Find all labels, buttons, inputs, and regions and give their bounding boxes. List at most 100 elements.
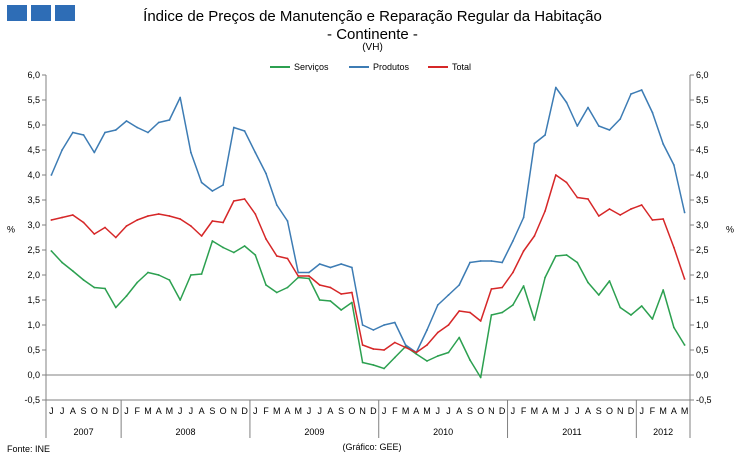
month-tick-label: J <box>575 406 580 416</box>
month-tick-label: M <box>294 406 302 416</box>
data-point <box>469 359 471 361</box>
data-point <box>436 304 439 306</box>
month-tick-label: S <box>338 406 344 416</box>
data-point <box>619 118 622 120</box>
data-point <box>71 270 74 272</box>
data-point <box>393 341 396 344</box>
data-point <box>361 324 364 326</box>
data-point <box>147 215 149 217</box>
data-point <box>200 181 203 184</box>
month-tick-label: M <box>531 406 539 416</box>
data-point <box>211 220 214 222</box>
month-tick-label: F <box>134 406 140 416</box>
data-point <box>308 275 310 277</box>
data-point <box>501 286 504 289</box>
y-tick-label-right: 2,0 <box>696 270 709 280</box>
data-point <box>479 376 482 379</box>
data-point <box>597 125 600 127</box>
y-tick-label-left: 1,0 <box>27 320 40 330</box>
data-point <box>104 131 106 134</box>
data-point <box>136 126 139 129</box>
month-tick-label: A <box>199 406 205 416</box>
axes: -0,5 -0,5 0,0 0,0 0,5 0,5 1,0 1,0 1,5 1,5 2,0 2,0 2,… <box>7 70 734 438</box>
data-point <box>640 204 643 206</box>
month-tick-label: J <box>511 406 516 416</box>
data-point <box>479 260 482 262</box>
month-tick-label: O <box>348 406 355 416</box>
data-point <box>426 360 428 362</box>
data-point <box>544 210 546 212</box>
data-point <box>383 349 385 351</box>
data-point <box>351 291 353 294</box>
month-tick-label: N <box>359 406 366 416</box>
data-point <box>125 120 128 122</box>
data-point <box>608 208 611 210</box>
data-point <box>565 254 568 256</box>
month-tick-label: O <box>606 406 613 416</box>
data-point <box>683 211 686 214</box>
y-tick-label-right: 5,5 <box>696 95 709 105</box>
y-tick-label-right: 4,0 <box>696 170 709 180</box>
month-tick-label: S <box>81 406 87 416</box>
series-line-2 <box>51 174 686 354</box>
data-point <box>662 289 665 291</box>
data-point <box>254 213 257 215</box>
data-point <box>82 221 85 224</box>
data-point <box>82 134 85 136</box>
month-tick-label: F <box>650 406 656 416</box>
data-point <box>136 219 139 221</box>
data-point <box>512 240 514 242</box>
y-tick-label-right: 4,5 <box>696 145 709 155</box>
year-label: 2012 <box>653 427 673 437</box>
data-point <box>393 321 396 324</box>
data-point <box>351 301 353 304</box>
data-point <box>361 361 364 364</box>
month-tick-label: S <box>467 406 473 416</box>
data-point <box>243 198 246 200</box>
data-point <box>544 276 546 279</box>
series-lines <box>50 86 686 379</box>
data-point <box>383 367 385 370</box>
y-tick-label-right: -0,5 <box>696 395 712 405</box>
data-point <box>168 215 171 217</box>
data-point <box>340 309 343 311</box>
month-tick-label: J <box>189 406 194 416</box>
month-tick-label: A <box>585 406 591 416</box>
y-tick-label-left: 4,0 <box>27 170 40 180</box>
chart-subtitle: - Continente - <box>327 26 418 43</box>
y-tick-label-right: 6,0 <box>696 70 709 80</box>
data-point <box>630 314 632 316</box>
month-tick-label: M <box>144 406 152 416</box>
data-point <box>533 235 536 237</box>
data-point <box>211 240 214 242</box>
data-point <box>179 96 182 99</box>
month-tick-label: A <box>70 406 76 416</box>
y-tick-label-left: 6,0 <box>27 70 40 80</box>
data-point <box>254 151 257 154</box>
y-tick-label-left: 4,5 <box>27 145 40 155</box>
data-point <box>329 286 332 289</box>
data-point <box>308 271 310 274</box>
data-point <box>254 254 257 256</box>
month-tick-label: S <box>209 406 215 416</box>
data-point <box>232 126 235 129</box>
data-point <box>447 294 450 296</box>
logo-square-3 <box>55 5 75 21</box>
month-tick-label: A <box>284 406 290 416</box>
y-tick-label-right: 2,5 <box>696 245 709 255</box>
month-tick-label: J <box>446 406 451 416</box>
y-tick-label-right: 1,5 <box>696 295 709 305</box>
credit-note: (Gráfico: GEE) <box>342 442 401 452</box>
data-point <box>222 221 225 224</box>
month-tick-label: A <box>327 406 333 416</box>
y-tick-label-left: 2,5 <box>27 245 40 255</box>
data-point <box>222 184 225 186</box>
data-point <box>318 299 321 301</box>
data-point <box>372 329 375 331</box>
data-point <box>372 348 375 350</box>
data-point <box>50 174 53 176</box>
year-label: 2010 <box>433 427 453 437</box>
data-point <box>275 255 278 257</box>
logo-square-2 <box>31 5 51 21</box>
data-point <box>340 263 343 265</box>
